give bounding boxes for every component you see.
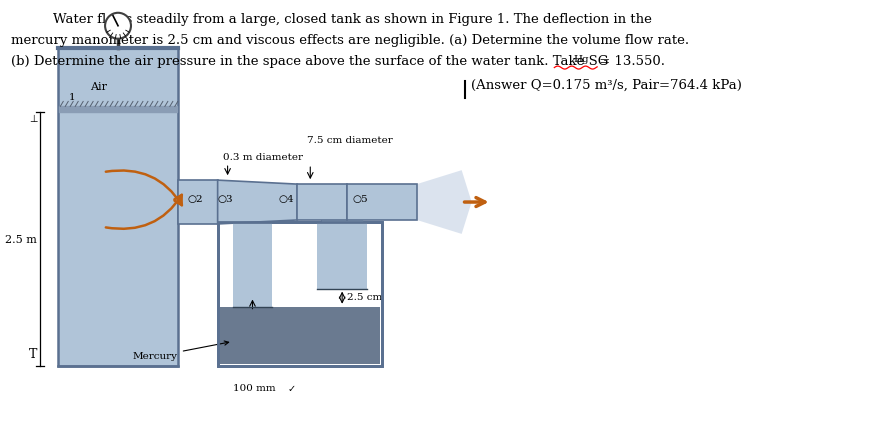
Bar: [297, 184, 347, 220]
Text: Mercury: Mercury: [133, 341, 228, 361]
Text: 7.5 cm diameter: 7.5 cm diameter: [307, 136, 393, 145]
Bar: [218, 222, 382, 366]
Text: mercury manometer is 2.5 cm and viscous effects are negligible. (a) Determine th: mercury manometer is 2.5 cm and viscous …: [12, 34, 690, 47]
Text: ○4: ○4: [279, 195, 294, 203]
Polygon shape: [416, 170, 472, 234]
Text: 1: 1: [69, 93, 75, 103]
Text: ○5: ○5: [353, 195, 368, 203]
Bar: [347, 184, 416, 220]
Text: 100 mm: 100 mm: [233, 384, 275, 393]
Text: Hg: Hg: [574, 54, 589, 64]
Text: = 13.550.: = 13.550.: [595, 54, 665, 68]
Text: ✓: ✓: [288, 384, 296, 394]
Text: 2.5 m: 2.5 m: [5, 235, 37, 245]
Text: 2.5 cm: 2.5 cm: [347, 293, 383, 302]
Text: ○2: ○2: [187, 195, 203, 203]
Bar: [218, 222, 382, 366]
Text: T: T: [29, 349, 37, 361]
Bar: [219, 307, 380, 365]
Polygon shape: [218, 180, 297, 224]
Text: (Answer Q=0.175 m³/s, Pair=764.4 kPa): (Answer Q=0.175 m³/s, Pair=764.4 kPa): [471, 78, 741, 92]
Text: 0.3 m diameter: 0.3 m diameter: [223, 153, 303, 162]
Bar: [59, 48, 178, 366]
Text: (b) Determine the air pressure in the space above the surface of the water tank.: (b) Determine the air pressure in the sp…: [12, 54, 609, 68]
Text: ⊥: ⊥: [28, 114, 37, 124]
Text: Water flows steadily from a large, closed tank as shown in Figure 1. The deflect: Water flows steadily from a large, close…: [53, 13, 652, 26]
Text: ○3: ○3: [218, 195, 234, 203]
Bar: [178, 180, 218, 224]
Bar: [317, 222, 367, 289]
Bar: [233, 222, 273, 307]
Text: Air: Air: [91, 82, 107, 92]
Circle shape: [105, 13, 131, 39]
